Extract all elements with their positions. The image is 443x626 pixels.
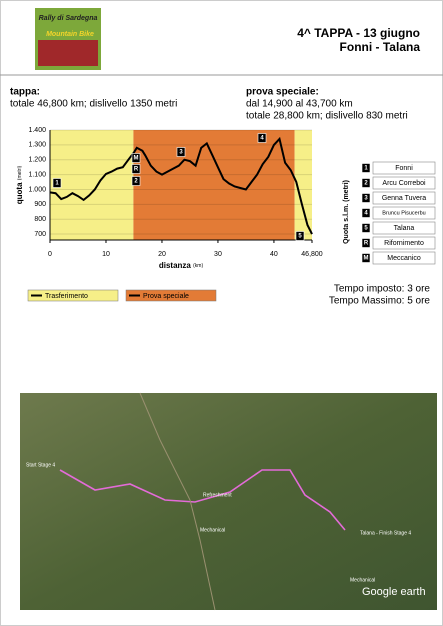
key-box xyxy=(361,208,371,218)
map-road xyxy=(139,392,216,611)
info-label: prova speciale: xyxy=(246,87,319,98)
key-name-box xyxy=(372,191,436,205)
key-text: M xyxy=(364,256,369,262)
legend-swatch xyxy=(125,289,217,302)
key-box xyxy=(361,163,371,173)
key-box xyxy=(361,193,371,203)
map-label: Mechanical xyxy=(350,577,375,583)
logo-text: Mountain Bike xyxy=(46,31,94,38)
x-axis-label: distanza (km) xyxy=(159,261,204,270)
header-title: 4^ TAPPA - 13 giugno xyxy=(297,26,420,40)
key-name: Fonni xyxy=(395,165,413,172)
time-text: Tempo Massimo: 5 ore xyxy=(329,296,431,307)
key-name-box xyxy=(372,251,436,265)
key-text: R xyxy=(134,167,139,173)
key-box xyxy=(52,178,62,188)
legend-swatch xyxy=(27,289,119,302)
y-tick-label: 700 xyxy=(34,231,46,238)
x-tick-label: 10 xyxy=(102,251,110,258)
key-text: 3 xyxy=(364,196,368,202)
band xyxy=(294,130,312,240)
key-text: 2 xyxy=(134,179,138,185)
elevation-line xyxy=(49,136,313,235)
time-text: Tempo imposto: 3 ore xyxy=(334,284,431,295)
key-text: 5 xyxy=(364,226,368,232)
info-label: tappa: xyxy=(10,87,40,98)
band xyxy=(133,130,295,240)
map-label: Refreshment xyxy=(203,492,232,498)
band xyxy=(50,130,134,240)
map-route xyxy=(59,469,346,531)
y-tick-label: 1.000 xyxy=(28,186,46,193)
y-tick-label: 800 xyxy=(34,216,46,223)
key-name: Meccanico xyxy=(387,255,421,262)
key-text: 3 xyxy=(179,150,183,156)
key-name: Genna Tuvera xyxy=(382,195,426,202)
key-text: 4 xyxy=(364,211,368,217)
key-name: Talana xyxy=(394,225,415,232)
key-box xyxy=(131,153,141,163)
key-name-box xyxy=(372,236,436,250)
key-name-box xyxy=(372,221,436,235)
info-text: totale 28,800 km; dislivello 830 metri xyxy=(246,111,408,122)
legend-title: Quota s.l.m. (metri) xyxy=(343,180,350,244)
key-box xyxy=(361,253,371,263)
legend-text: Trasferimento xyxy=(45,293,88,300)
key-text: 5 xyxy=(298,234,302,240)
key-name-box xyxy=(372,206,436,220)
chart: 700 800 900 1.000 1.100 1.200 1.300 1.400 0 10 20 3… xyxy=(28,127,322,258)
key-box xyxy=(176,147,186,157)
x-label: distanza xyxy=(159,261,192,270)
key-box xyxy=(257,133,267,143)
x-unit: (km) xyxy=(193,263,203,269)
info-text: totale 46,800 km; dislivello 1350 metri xyxy=(10,99,177,110)
legend-text: Prova speciale xyxy=(143,293,189,300)
key-box xyxy=(361,223,371,233)
y-tick-label: 1.300 xyxy=(28,142,46,149)
y-tick-label: 1.100 xyxy=(28,171,46,178)
logo-band xyxy=(38,40,98,66)
key-name: Rifornimento xyxy=(384,240,424,247)
map xyxy=(20,393,437,610)
x-tick-label: 20 xyxy=(158,251,166,258)
x-tick-label: 40 xyxy=(270,251,278,258)
key-name-box xyxy=(372,176,436,190)
key-name-box xyxy=(372,161,436,175)
x-tick-label: 0 xyxy=(48,251,52,258)
key-name: Bruncu Pisucerbu xyxy=(382,210,425,216)
map-label: Mechanical xyxy=(200,527,225,533)
key-text: 1 xyxy=(364,166,368,172)
logo-text: Rally di Sardegna xyxy=(39,15,98,22)
y-tick-label: 1.200 xyxy=(28,157,46,164)
key-box xyxy=(361,178,371,188)
y-axis-label: quota (metri) xyxy=(15,165,24,204)
y-tick-label: 900 xyxy=(34,201,46,208)
x-tick-label: 46,800 xyxy=(301,251,323,258)
key-box xyxy=(295,231,305,241)
y-tick-label: 1.400 xyxy=(28,127,46,134)
map-logo: Google earth xyxy=(362,586,426,598)
y-unit: (metri) xyxy=(17,165,23,180)
band-legend: Trasferimento Prova speciale xyxy=(27,289,217,302)
map-label: Talana - Finish Stage 4 xyxy=(360,530,411,536)
y-label: quota xyxy=(15,182,24,204)
info-text: dal 14,900 al 43,700 km xyxy=(246,99,353,110)
key-text: M xyxy=(134,156,139,162)
key-text: 1 xyxy=(55,181,59,187)
key-text: 2 xyxy=(364,181,368,187)
key-box xyxy=(361,238,371,248)
key-box xyxy=(131,164,141,174)
header-subtitle: Fonni - Talana xyxy=(340,40,421,54)
map-label: Start Stage 4 xyxy=(26,462,55,468)
key-text: R xyxy=(364,241,369,247)
key-legend: 1 Fonni 2 Arcu Correboi 3 Genna Tuvera 4 Bruncu… xyxy=(361,161,436,265)
key-text: 4 xyxy=(260,136,264,142)
key-box xyxy=(131,176,141,186)
x-tick-label: 30 xyxy=(214,251,222,258)
key-name: Arcu Correboi xyxy=(382,180,426,187)
